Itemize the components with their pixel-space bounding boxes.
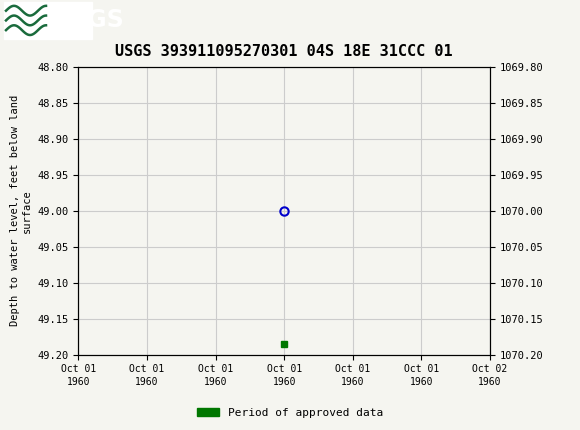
Title: USGS 393911095270301 04S 18E 31CCC 01: USGS 393911095270301 04S 18E 31CCC 01: [115, 43, 453, 58]
Y-axis label: Depth to water level, feet below land
surface: Depth to water level, feet below land su…: [10, 95, 32, 326]
FancyBboxPatch shape: [4, 2, 92, 39]
Text: USGS: USGS: [52, 9, 125, 32]
Legend: Period of approved data: Period of approved data: [193, 403, 387, 422]
